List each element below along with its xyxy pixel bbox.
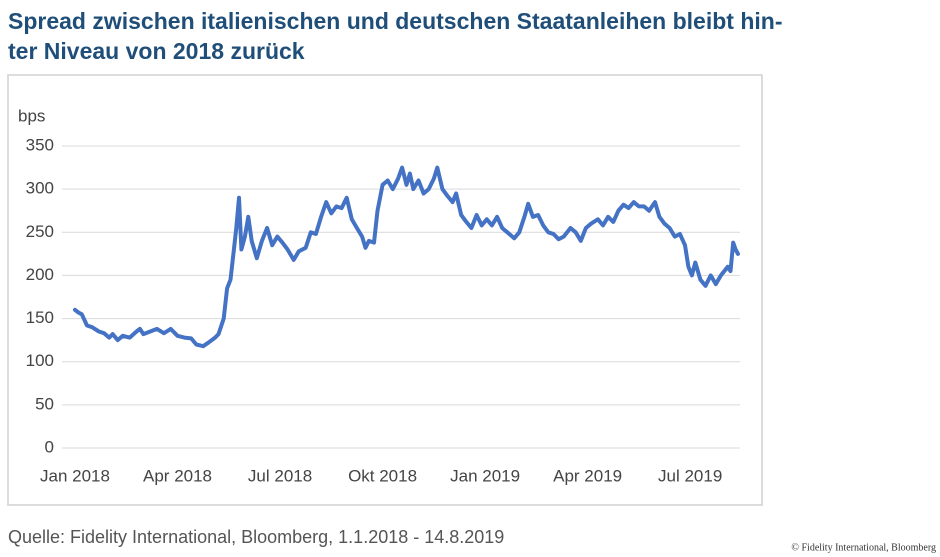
y-axis-label: bps [18, 106, 45, 125]
y-tick-label: 100 [26, 351, 54, 370]
chart-title: Spread zwischen italienischen und deutsc… [8, 8, 782, 34]
y-tick-label: 350 [26, 135, 54, 154]
chart-frame [7, 74, 763, 506]
x-tick-label: Okt 2018 [348, 466, 417, 485]
x-tick-label: Jul 2018 [248, 466, 312, 485]
data-line [73, 165, 740, 349]
x-tick-label: Jan 2018 [40, 466, 110, 485]
x-tick-label: Jan 2019 [450, 466, 520, 485]
x-tick-label: Apr 2019 [553, 466, 622, 485]
source: Quelle: Fidelity International, Bloomber… [8, 527, 504, 547]
y-tick-label: 0 [45, 437, 54, 456]
x-tick-label: Jul 2019 [658, 466, 722, 485]
y-tick-label: 200 [26, 265, 54, 284]
y-tick-label: 150 [26, 308, 54, 327]
y-tick-label: 300 [26, 179, 54, 198]
y-tick-label: 50 [35, 394, 54, 413]
y-tick-label: 250 [26, 222, 54, 241]
copyright: © Fidelity International, Bloomberg [791, 542, 936, 553]
chart-title: ter Niveau von 2018 zurück [8, 38, 305, 64]
x-tick-label: Apr 2018 [143, 466, 212, 485]
